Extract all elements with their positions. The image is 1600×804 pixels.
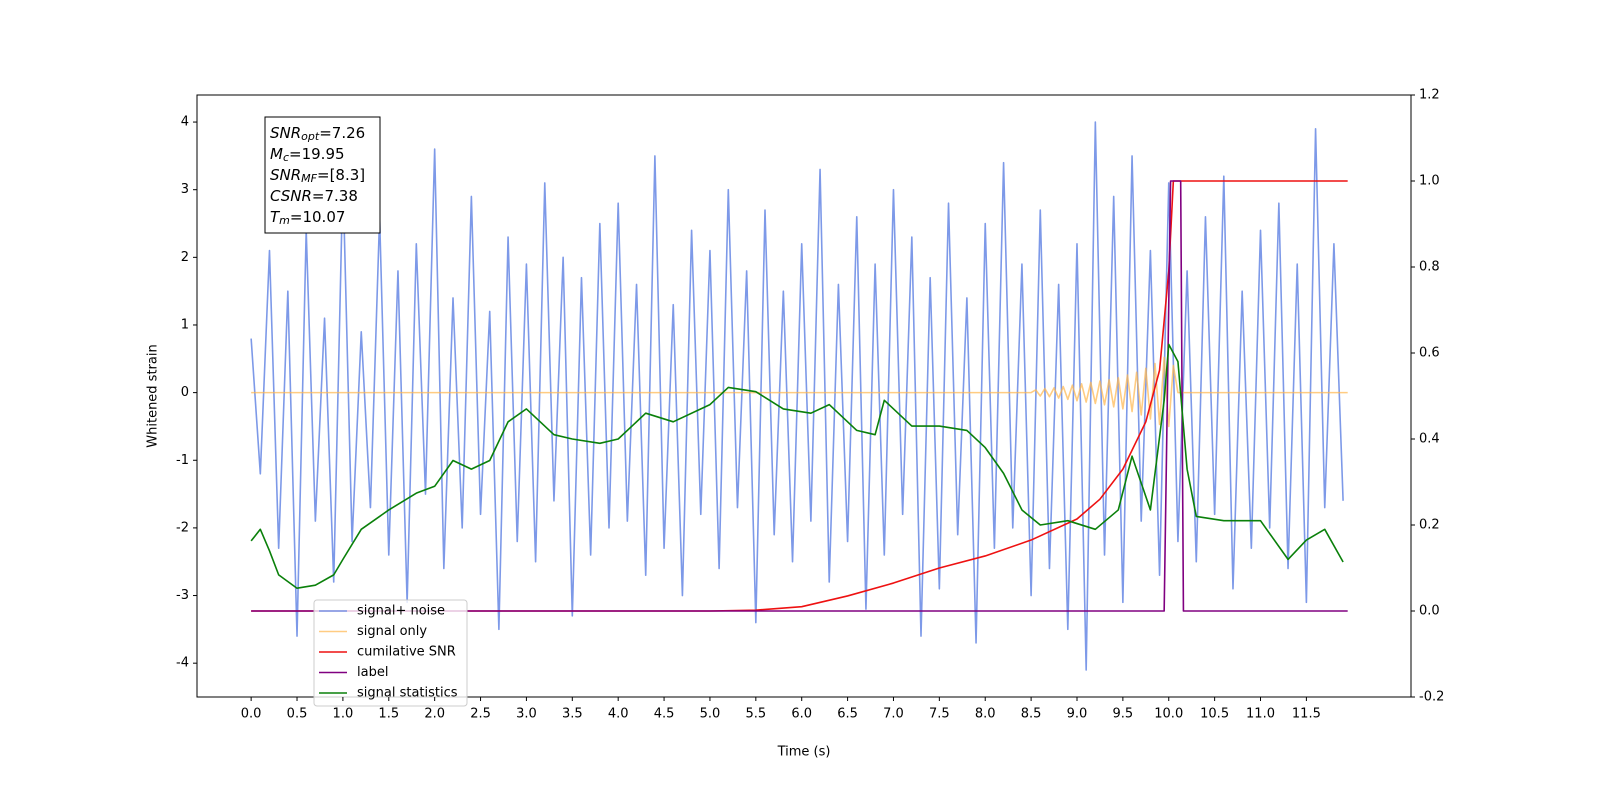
y2-tick-label: -0.2 [1419,690,1444,705]
y-tick-label: 2 [181,250,189,265]
y2-tick-label: 0.6 [1419,346,1440,361]
x-tick-label: 11.0 [1246,707,1275,722]
x-tick-label: 7.5 [929,707,950,722]
x-tick-label: 5.0 [700,707,721,722]
x-tick-label: 6.0 [791,707,812,722]
x-tick-label: 10.0 [1154,707,1183,722]
y2-tick-label: 0.0 [1419,604,1440,619]
y2-tick-label: 0.4 [1419,432,1440,447]
x-tick-label: 6.5 [837,707,858,722]
legend-label: signal+ noise [357,604,445,619]
legend-label: signal only [357,624,427,639]
x-tick-label: 8.0 [975,707,996,722]
legend-label: cumilative SNR [357,645,456,660]
plot-area [250,121,1348,671]
series-line [250,121,1344,671]
x-tick-label: 2.5 [470,707,491,722]
y-tick-label: -2 [176,520,189,535]
y-tick-label: 0 [181,385,189,400]
x-tick-label: 9.5 [1113,707,1134,722]
legend-label: label [357,665,388,680]
annotation-subscript: m [279,214,290,227]
x-tick-label: 0.5 [287,707,308,722]
annotation-symbol: CSNR [270,187,312,205]
annotation-line: SNRMF=[8.3] [270,166,365,186]
annotation-value: =7.38 [312,187,358,205]
x-tick-label: 11.5 [1292,707,1321,722]
y2-tick-label: 1.2 [1419,88,1440,103]
annotation-symbol: SNR [270,166,301,184]
y-tick-label: -4 [176,656,189,671]
x-tick-label: 4.5 [654,707,675,722]
legend: signal+ noise signal only cumilative SNR la… [313,599,468,707]
x-tick-label: 7.0 [883,707,904,722]
y2-tick-label: 0.2 [1419,518,1440,533]
x-tick-label: 2.0 [424,707,445,722]
annotation: SNRopt=7.26Mc=19.95SNRMF=[8.3]CSNR=7.38T… [264,116,381,234]
series-line [250,343,1344,590]
x-tick-label: 1.5 [378,707,399,722]
y-tick-label: -3 [176,588,189,603]
x-tick-label: 9.0 [1067,707,1088,722]
legend-box [313,599,468,707]
y-axis-label: Whitened strain [146,344,161,447]
annotation-box [264,116,381,234]
x-axis-label: Time (s) [777,745,831,760]
annotation-value: =[8.3] [317,166,365,184]
annotation-line: SNRopt=7.26 [270,124,365,144]
x-tick-label: 5.5 [745,707,766,722]
annotation-value: =19.95 [289,145,345,163]
y-tick-label: 1 [181,317,189,332]
x-tick-label: 4.0 [608,707,629,722]
annotation-value: =10.07 [290,208,346,226]
annotation-subscript: opt [301,130,320,143]
series-line [251,180,1348,612]
x-tick-label: 3.5 [562,707,583,722]
annotation-line: Mc=19.95 [270,145,345,165]
annotation-line: Tm=10.07 [270,208,345,228]
y-tick-label: 3 [181,182,189,197]
annotation-line: CSNR=7.38 [270,187,358,205]
x-tick-label: 1.0 [333,707,354,722]
y2-tick-label: 0.8 [1419,260,1440,275]
annotation-subscript: MF [301,172,317,185]
y-tick-label: -1 [176,453,189,468]
x-tick-label: 8.5 [1021,707,1042,722]
annotation-symbol: SNR [270,124,301,142]
x-tick-label: 0.0 [241,707,262,722]
y2-tick-label: 1.0 [1419,174,1440,189]
annotation-subscript: c [283,151,289,164]
annotation-symbol: T [270,208,281,226]
x-tick-label: 10.5 [1200,707,1229,722]
x-tick-label: 3.0 [516,707,537,722]
annotation-value: =7.26 [319,124,365,142]
y-tick-label: 4 [181,115,189,130]
annotation-symbol: M [270,145,283,163]
legend-label: signal statistics [357,686,458,701]
axes-frame [196,94,1412,698]
